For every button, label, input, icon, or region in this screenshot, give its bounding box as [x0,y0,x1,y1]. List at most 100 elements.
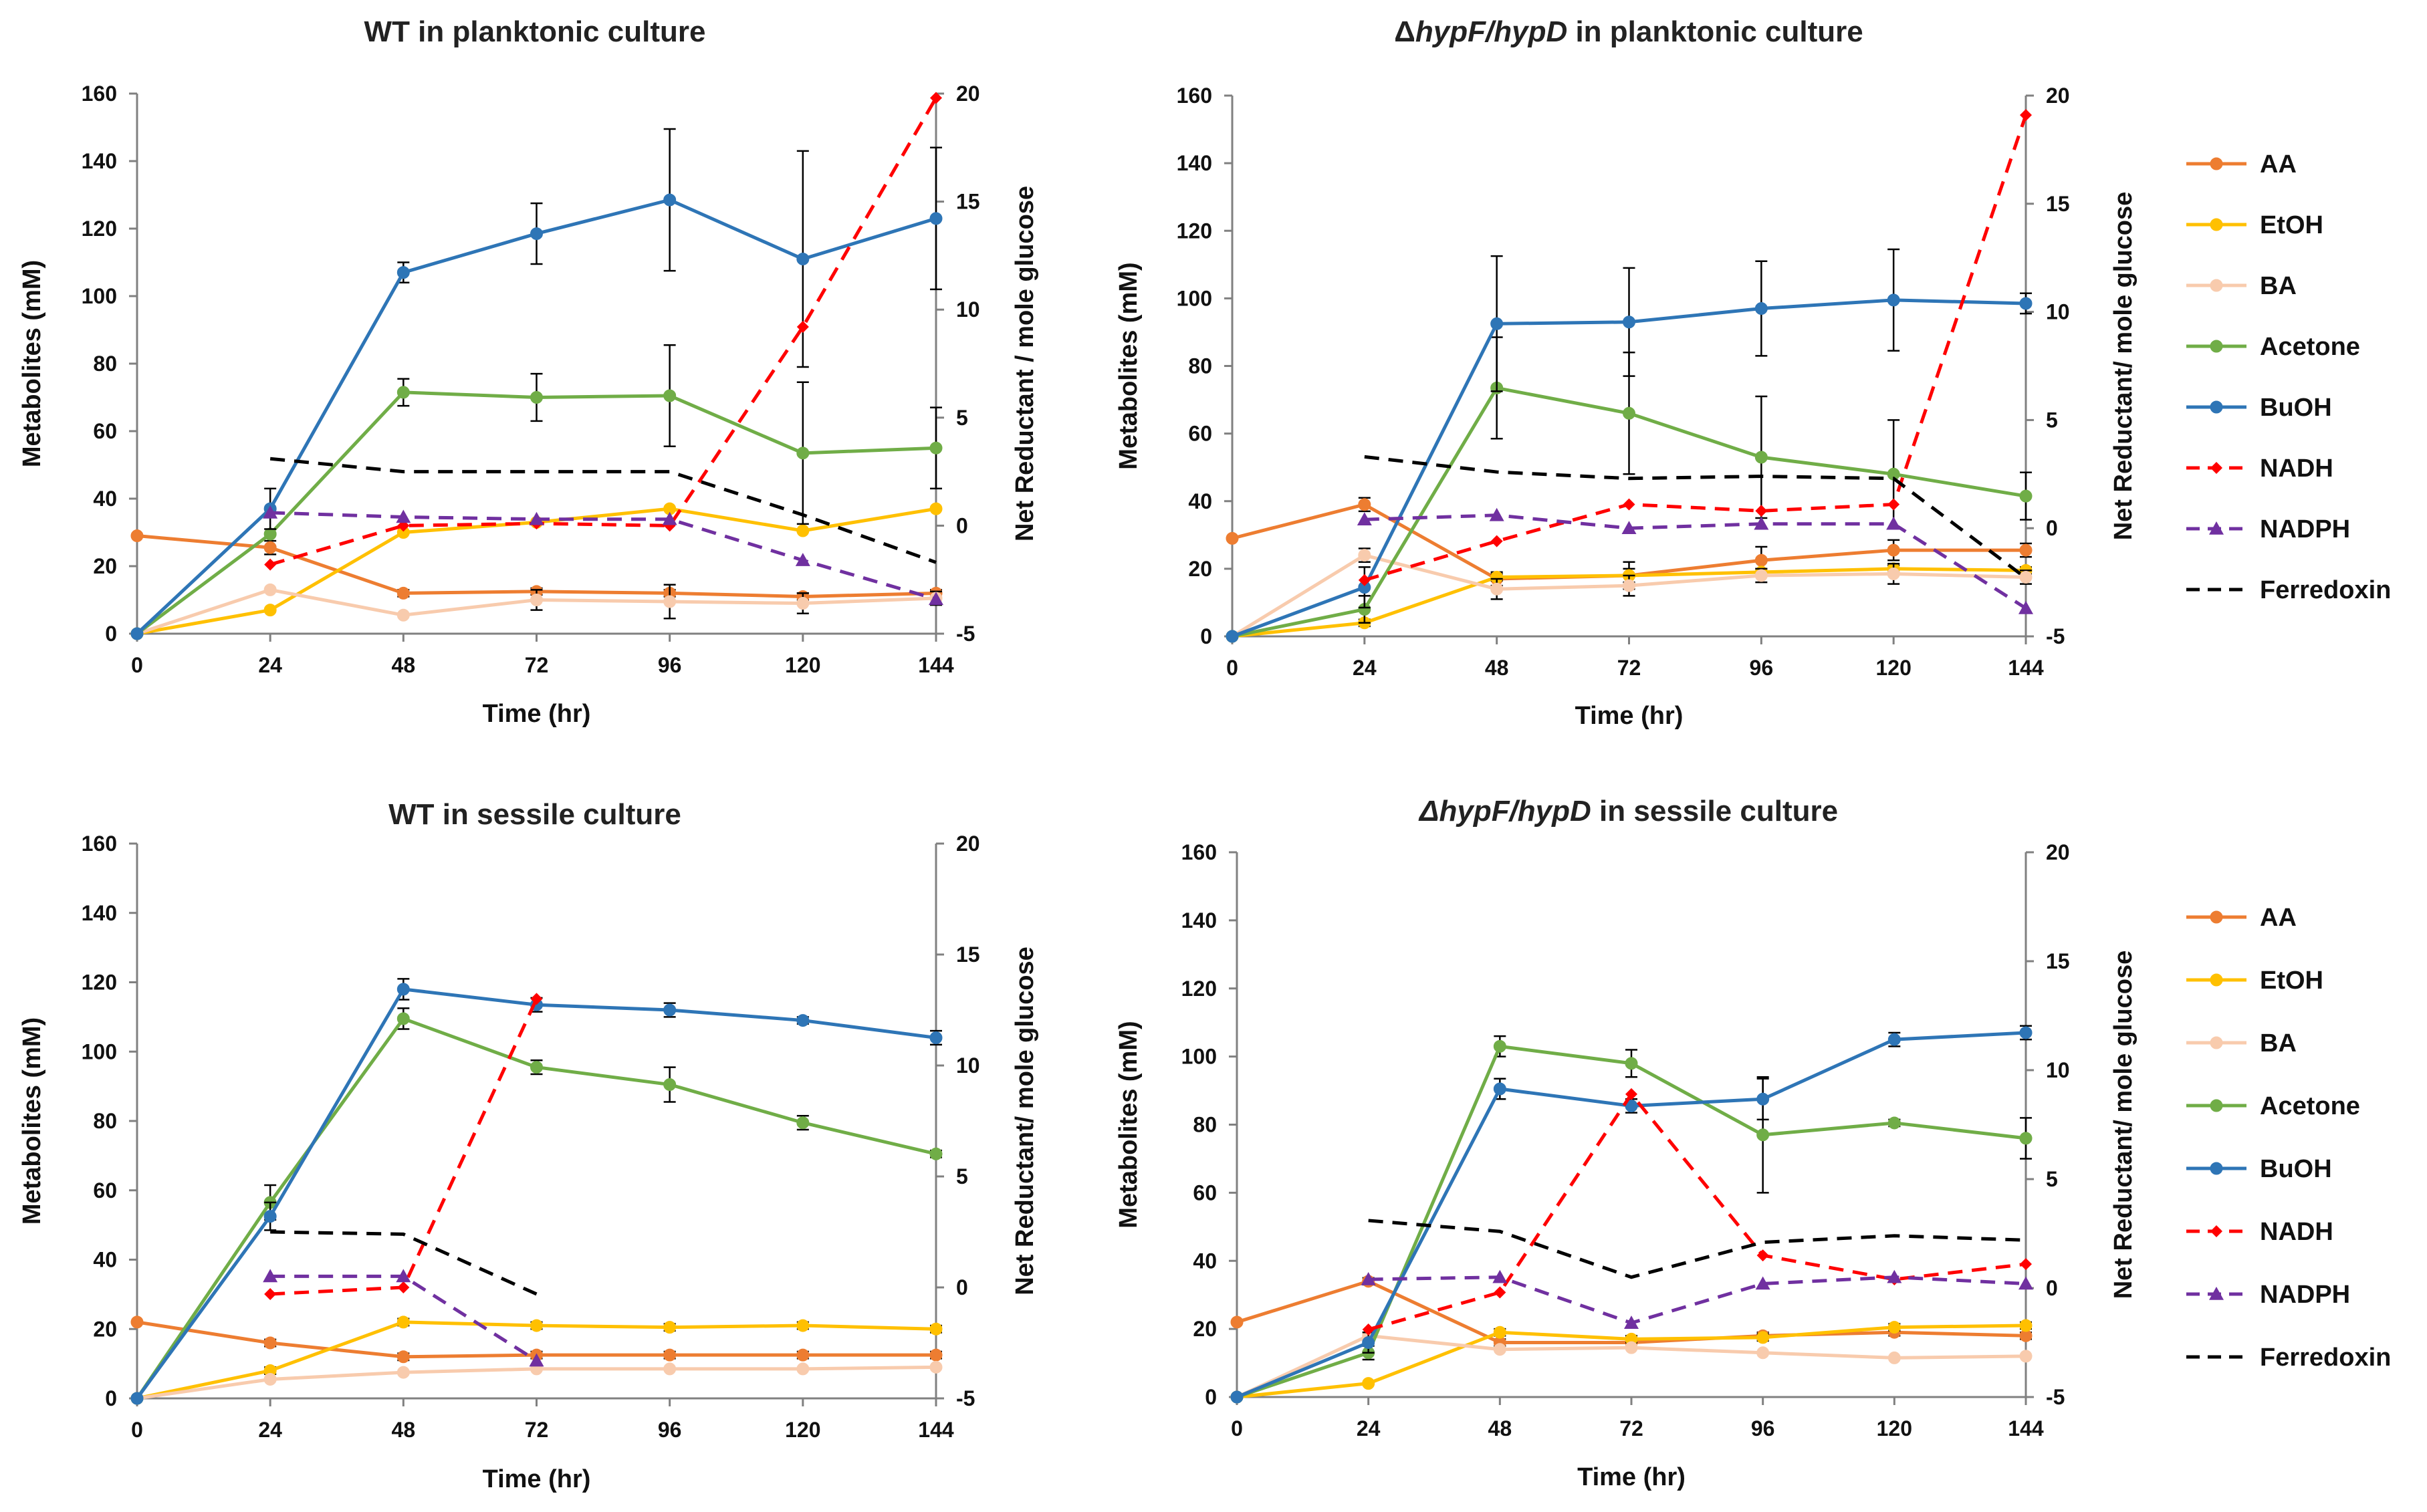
chart-panel-3: WT in sessile culture0204060801001201401… [18,798,1039,1493]
data-point-aa [1226,531,1239,545]
data-point-etoh [396,1315,410,1329]
data-point-acetone [796,447,810,460]
series-ferredoxin [1364,455,2027,580]
x-tick-label: 120 [785,653,820,677]
data-point-ba [1358,549,1371,562]
y2-tick-label: 5 [956,1164,968,1188]
data-point-etoh [929,502,943,515]
series-nadh [264,993,543,1300]
data-point-aa [2019,543,2033,557]
data-point-nadph [1361,1271,1376,1285]
legend-marker-nadph [2209,1287,2224,1300]
data-point-nadph [529,511,544,525]
series-line-ferredoxin [269,457,937,564]
legend-marker-buoh [2210,1162,2223,1175]
y-tick-label: 140 [1181,908,1217,932]
legend-label-acetone: Acetone [2260,333,2360,361]
y2-tick-label: 0 [2046,1276,2058,1300]
data-point-buoh [130,1392,144,1405]
y-axis-label: Metabolites (mM) [1115,262,1143,469]
data-point-aa [396,1350,410,1364]
legend-marker-ba [2210,279,2223,292]
legend-label-ferredoxin: Ferredoxin [2260,1344,2391,1372]
legend-marker-acetone [2210,340,2223,353]
chart-title: WT in planktonic culture [364,15,706,48]
x-tick-label: 144 [2008,656,2044,680]
y-axis-label: Metabolites (mM) [18,1017,46,1225]
legend-label-aa: AA [2260,150,2297,178]
y-tick-label: 80 [93,1109,117,1133]
y-tick-label: 40 [93,487,117,511]
data-point-acetone [796,1116,810,1130]
x-tick-label: 96 [658,653,682,677]
y2-tick-label: 15 [2046,949,2070,973]
data-point-acetone [530,391,543,404]
data-point-nadph [396,1269,411,1283]
series-line-buoh [135,987,937,1400]
y-tick-label: 160 [82,832,117,856]
chart-title-part-0: Δ [1418,795,1439,828]
data-point-nadph [662,511,677,525]
data-point-buoh [1493,1082,1506,1096]
series-nadh [1362,1088,2032,1336]
x-tick-label: 72 [1617,656,1641,680]
y-tick-label: 40 [1188,489,1212,513]
series-line-ferredoxin [1368,1219,2027,1279]
y-tick-label: 20 [1193,1317,1217,1341]
data-point-buoh [530,227,543,241]
x-tick-label: 0 [1226,656,1238,680]
data-point-etoh [1756,1331,1770,1344]
x-tick-label: 96 [658,1418,682,1442]
x-tick-label: 48 [1488,1416,1512,1440]
legend-marker-etoh [2210,218,2223,231]
series-line-ferredoxin [1364,455,2027,580]
data-point-nadph [1887,1269,1902,1283]
data-point-acetone [1493,1039,1506,1053]
x-tick-label: 0 [131,653,143,677]
data-point-acetone [2019,489,2033,503]
data-point-acetone [1625,1057,1638,1070]
y2-tick-label: 0 [956,1275,968,1299]
chart-title-part-0: WT in planktonic culture [364,15,706,48]
data-point-nadh [264,558,277,571]
data-point-buoh [1490,317,1504,330]
y-axis-label: Metabolites (mM) [18,260,46,467]
data-point-nadh [2020,1258,2032,1271]
x-tick-label: 48 [392,653,416,677]
data-point-aa [263,541,277,554]
x-tick-label: 96 [1750,656,1774,680]
chart-panel-1: WT in planktonic culture0204060801001201… [18,15,1039,728]
y2-tick-label: 0 [2046,516,2058,540]
data-point-nadph [929,592,943,606]
data-point-buoh [663,193,677,207]
data-point-nadph [1886,516,1901,530]
legend-marker-nadph [2209,521,2224,535]
data-point-acetone [396,1012,410,1025]
data-point-aa [263,1336,277,1350]
data-point-etoh [929,1322,943,1336]
legend-2: AA EtOH BA Acetone BuOH NADH NADPH Ferredoxin [2186,904,2391,1372]
series-nadh [264,92,942,571]
data-point-buoh [1226,630,1239,643]
x-tick-label: 24 [258,1418,282,1442]
data-point-nadph [263,505,278,519]
y2-tick-label: 15 [2046,192,2070,216]
data-point-acetone [1756,1128,1770,1142]
data-point-nadph [529,1353,544,1367]
x-axis-label: Time (hr) [483,700,591,728]
y-tick-label: 140 [82,149,117,173]
y2-tick-label: 5 [956,406,968,430]
data-point-ba [663,595,677,608]
y-tick-label: 140 [82,901,117,925]
y-tick-label: 120 [1177,219,1212,243]
y-tick-label: 160 [1181,840,1217,864]
data-point-etoh [1887,1321,1901,1334]
data-point-acetone [530,1061,543,1074]
series-line-nadph [270,511,937,601]
y-tick-label: 20 [1188,557,1212,581]
y2-tick-label: 10 [2046,300,2070,324]
series-line-ferredoxin [270,1230,538,1296]
data-point-buoh [2019,1026,2033,1039]
series-nadph [263,505,943,606]
data-point-aa [796,1348,810,1362]
